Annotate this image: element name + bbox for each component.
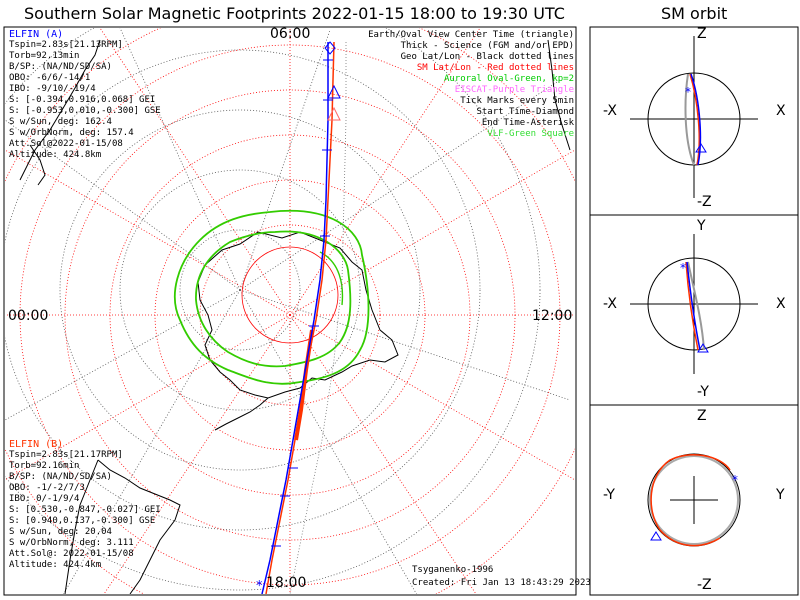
elfin-a-line: Torb=92.13min [9, 51, 80, 61]
time-label-top: 06:00 [270, 26, 311, 42]
legend-item: Thick - Science (FGM and/or EPD) [400, 41, 574, 51]
legend-item: Tick Marks every 5min [460, 96, 574, 106]
orbit-title: SM orbit [661, 4, 728, 23]
elfin-a-footprint-guide [289, 42, 347, 594]
elfin-b-line: Att.Sol@: 2022-01-15/08 [9, 549, 134, 559]
map-frame [3, 26, 577, 596]
elfin-a-tick-marks [271, 59, 333, 547]
legend-item: Earth/Oval View Center Time (triangle) [368, 30, 574, 40]
orbit1-down: -Z [697, 194, 712, 210]
legend-item: Auroral Oval-Green, kp=2 [443, 74, 574, 84]
orbit2-up: Y [697, 218, 706, 234]
elfin-b-line: S: [0.940,0.137,-0.300] GSE [9, 516, 156, 526]
svg-text:*: * [680, 261, 686, 275]
time-label-bottom: 18:00 [266, 575, 307, 591]
elfin-a-line: Att.Sol@2022-01-15/08 [9, 139, 123, 149]
elfin-a-line: Tspin=2.83s[21.13RPM] [9, 40, 123, 50]
south-america-coastline [97, 459, 181, 594]
orbit3-right: Y [776, 487, 785, 503]
orbit2-right: X [776, 296, 786, 312]
legend-item: Geo Lat/Lon - Black dotted lines [400, 52, 574, 62]
orbit-panel-yz: * [647, 453, 741, 547]
page-title: Southern Solar Magnetic Footprints 2022-… [24, 4, 565, 23]
orbit3-left: -Y [603, 487, 615, 503]
elfin-b-line: Torb=92.16min [9, 461, 80, 471]
elfin-b-line: S w/OrbNorm, deg: 3.111 [9, 538, 134, 548]
australia-coastline [19, 39, 101, 181]
geo-grid [5, 28, 571, 594]
elfin-a-line: OBO: -6/6/-14/1 [9, 73, 91, 83]
created-label: Created: Fri Jan 13 18:43:29 2023 [412, 578, 591, 588]
elfin-a-info: ELFIN (A) Tspin=2.83s[21.13RPM] Torb=92.… [9, 29, 161, 161]
time-label-right: 12:00 [532, 308, 573, 324]
svg-text:*: * [685, 85, 691, 99]
start-diamond-marker [324, 41, 336, 55]
elfin-a-line: S w/Sun, deg: 162.4 [9, 117, 112, 127]
auroral-oval-outer [173, 209, 370, 385]
elfin-a-line: Altitude: 424.8km [9, 150, 102, 160]
elfin-a-line: B/SP: (NA/ND/SD/SA) [9, 62, 112, 72]
elfin-a-name: ELFIN (A) [9, 29, 64, 40]
elfin-b-trace [265, 41, 335, 594]
elfin-b-line: Tspin=2.83s[21.17RPM] [9, 450, 123, 460]
orbit2-left: -X [603, 296, 617, 312]
elfin-b-info: ELFIN (B) Tspin=2.83s[21.17RPM] Torb=92.… [9, 439, 161, 571]
orbit3-down: -Z [697, 577, 712, 593]
peninsula-coastline [214, 397, 269, 431]
legend: Earth/Oval View Center Time (triangle) T… [368, 30, 574, 140]
time-label-left: 00:00 [8, 308, 49, 324]
orbit-panel-xy: * [630, 234, 758, 374]
orbit-panel-xz: * [630, 36, 758, 198]
elfin-a-line: S w/OrbNorm, deg: 157.4 [9, 128, 134, 138]
elfin-b-line: IBO: 0/-1/9/4 [9, 494, 80, 504]
legend-item: Start Time-Diamond [476, 107, 574, 117]
auroral-oval-inner [195, 230, 352, 368]
legend-item: End Time-Asterisk [481, 118, 574, 128]
elfin-b-line: Altitude: 424.4km [9, 560, 102, 570]
view-center-triangle-b [327, 106, 341, 121]
elfin-a-trace [261, 42, 329, 594]
sm-pole-circle [241, 246, 339, 344]
legend-item: VLF-Green Square [487, 129, 574, 139]
africa-coastline [547, 39, 571, 151]
svg-text:*: * [732, 473, 738, 487]
elfin-b-line: S: [0.530,-0.847,-0.027] GEI [9, 505, 161, 515]
elfin-a-line: S: [-0.394,0.916,0.068] GEI [9, 95, 156, 105]
elfin-b-line: OBO: -1/-2/7/3 [9, 483, 85, 493]
elfin-b-line: S w/Sun, deg: 20.04 [9, 527, 112, 537]
south-america-coastline-2 [64, 459, 99, 594]
elfin-b-line: B/SP: (NA/ND/SD/SA) [9, 472, 112, 482]
orbit1-up: Z [697, 26, 707, 42]
model-label: Tsyganenko-1996 [412, 565, 494, 575]
orbit3-up: Z [697, 408, 707, 424]
orbit-frame [589, 26, 799, 596]
legend-item: SM Lat/Lon - Red dotted lines [416, 63, 574, 73]
elfin-a-line: S: [-0.953,0.010,-0.300] GSE [9, 106, 161, 116]
view-center-triangle-a [327, 84, 341, 99]
end-asterisk-marker: * [256, 579, 263, 594]
orbit1-right: X [776, 103, 786, 119]
antarctica-coastline [197, 231, 399, 399]
legend-item: EISCAT-Purple Triangle [454, 85, 574, 95]
orbit2-down: -Y [697, 384, 709, 400]
new-zealand-coastline [29, 144, 46, 186]
elfin-b-name: ELFIN (B) [9, 439, 64, 450]
elfin-a-line: IBO: -9/10/-19/4 [9, 84, 96, 94]
orbit1-left: -X [603, 103, 617, 119]
